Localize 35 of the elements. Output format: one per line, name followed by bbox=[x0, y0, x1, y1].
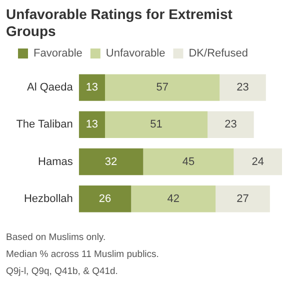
legend-label: DK/Refused bbox=[188, 48, 248, 60]
bar bbox=[216, 185, 270, 212]
data-label: 23 bbox=[224, 118, 237, 131]
legend-label: Unfavorable bbox=[106, 48, 166, 60]
chart-title: Unfavorable Ratings for Extremist Groups bbox=[6, 6, 234, 40]
text: Median % across 11 Muslim publics. bbox=[6, 249, 160, 261]
bar bbox=[143, 148, 234, 176]
data-label: 13 bbox=[86, 82, 98, 94]
data-label: 26 bbox=[98, 192, 112, 205]
data-label: 32 bbox=[104, 156, 118, 168]
bar bbox=[208, 111, 254, 138]
data-label: 51 bbox=[150, 118, 162, 131]
bar bbox=[78, 185, 132, 212]
y-tick-label: Al Qaeda bbox=[26, 82, 74, 94]
text: Based on Muslims only. bbox=[6, 232, 107, 244]
y-tick-label: Hamas bbox=[38, 156, 74, 168]
bar bbox=[78, 74, 106, 101]
data-label: 57 bbox=[156, 82, 168, 94]
data-label: 42 bbox=[167, 192, 180, 205]
bar bbox=[234, 148, 282, 176]
text: Q9j-l, Q9q, Q41b, & Q41d. bbox=[6, 266, 119, 278]
data-label: 45 bbox=[182, 156, 195, 168]
bar bbox=[131, 185, 216, 212]
bar bbox=[105, 74, 220, 101]
y-tick-label: Hezbollah bbox=[24, 192, 73, 205]
bar bbox=[220, 74, 266, 101]
bar bbox=[105, 111, 208, 138]
legend-label: Favorable bbox=[34, 48, 82, 60]
data-label: 23 bbox=[236, 82, 249, 94]
bar bbox=[78, 111, 106, 138]
data-label: 24 bbox=[252, 156, 264, 168]
bar bbox=[78, 148, 144, 176]
data-label: 13 bbox=[86, 118, 98, 131]
data-label: 27 bbox=[236, 192, 249, 205]
y-tick-label: The Taliban bbox=[16, 118, 73, 131]
